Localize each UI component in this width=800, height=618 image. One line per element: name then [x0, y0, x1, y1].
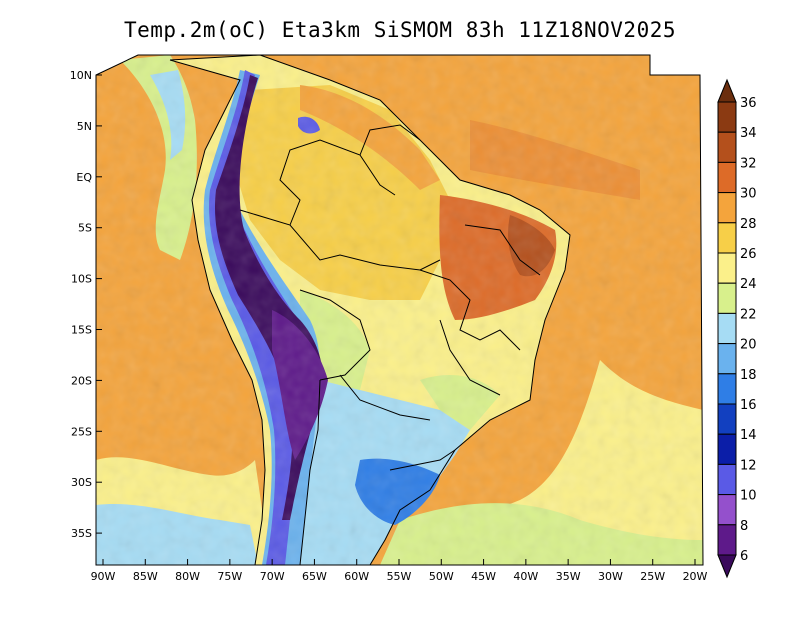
colorbar-swatch: [717, 252, 737, 284]
lon-tick-label: 60W: [344, 570, 369, 583]
colorbar-swatch: [717, 373, 737, 405]
colorbar-swatch: [717, 433, 737, 465]
lon-tick-label: 85W: [133, 570, 158, 583]
colorbar-label: 8: [740, 519, 748, 534]
colorbar-swatch: [717, 131, 737, 163]
colorbar-label: 28: [740, 217, 757, 232]
map-field: [96, 55, 703, 565]
lat-tick-label: 10N: [70, 69, 92, 82]
lat-tick-label: 10S: [71, 273, 92, 286]
colorbar-label: 30: [740, 187, 757, 202]
colorbar-swatch: [717, 494, 737, 526]
colorbar-swatch: [717, 463, 737, 496]
lon-tick-label: 35W: [556, 570, 581, 583]
colorbar-label: 14: [740, 428, 757, 443]
colorbar-swatch: [717, 403, 737, 435]
lon-tick-label: 55W: [387, 570, 412, 583]
colorbar-swatch: [717, 282, 737, 314]
lat-axis: 10N 5N EQ 5S 10S 15S 20S 25S 30S 35S: [70, 69, 102, 540]
colorbar-label: 24: [740, 277, 757, 292]
colorbar: 36 34 32 30 28 26 24 22 20 18 16 14 12 10 8 6: [717, 78, 757, 579]
colorbar-label: 18: [740, 368, 757, 383]
lon-tick-label: 40W: [513, 570, 538, 583]
lon-tick-label: 70W: [260, 570, 285, 583]
colorbar-label: 32: [740, 156, 757, 171]
colorbar-label: 16: [740, 398, 757, 413]
colorbar-swatch: [717, 192, 737, 224]
lat-tick-label: 15S: [71, 324, 92, 337]
colorbar-swatch: [717, 524, 737, 556]
colorbar-swatch: [717, 312, 737, 345]
colorbar-swatch: [717, 222, 737, 254]
map-title: Temp.2m(oC) Eta3km SiSMOM 83h 11Z18NOV20…: [123, 18, 676, 42]
lon-tick-label: 90W: [91, 570, 116, 583]
lat-tick-label: 20S: [71, 374, 92, 387]
colorbar-label: 36: [740, 96, 757, 111]
lon-tick-label: 65W: [302, 570, 327, 583]
colorbar-swatch: [717, 161, 737, 194]
colorbar-bottom-arrow: [717, 554, 737, 579]
colorbar-top-arrow: [717, 78, 737, 103]
colorbar-label: 34: [740, 126, 757, 141]
map-frame: [95, 54, 704, 566]
lat-tick-label: 5S: [78, 222, 92, 235]
colorbar-label: 26: [740, 247, 757, 262]
colorbar-swatch: [717, 101, 737, 133]
lat-tick-label: 35S: [71, 527, 92, 540]
colorbar-label: 22: [740, 307, 757, 322]
lon-tick-label: 45W: [471, 570, 496, 583]
lat-tick-label: 5N: [77, 120, 92, 133]
country-borders: [169, 55, 571, 565]
colorbar-label: 12: [740, 458, 757, 473]
lon-tick-label: 20W: [683, 570, 708, 583]
lon-tick-label: 30W: [598, 570, 623, 583]
colorbar-label: 6: [740, 549, 748, 564]
lon-axis: 90W 85W 80W 75W 70W 65W 60W 55W 50W 45W 40W 35W 30W 2…: [91, 559, 708, 583]
lat-tick-label: 25S: [71, 425, 92, 438]
lon-tick-label: 25W: [640, 570, 665, 583]
lat-tick-label: EQ: [76, 171, 92, 184]
colorbar-swatch: [717, 343, 737, 375]
lon-tick-label: 75W: [217, 570, 242, 583]
lon-tick-label: 80W: [175, 570, 200, 583]
lon-tick-label: 50W: [429, 570, 454, 583]
colorbar-label: 10: [740, 489, 757, 504]
colorbar-label: 20: [740, 338, 757, 353]
lat-tick-label: 30S: [71, 476, 92, 489]
